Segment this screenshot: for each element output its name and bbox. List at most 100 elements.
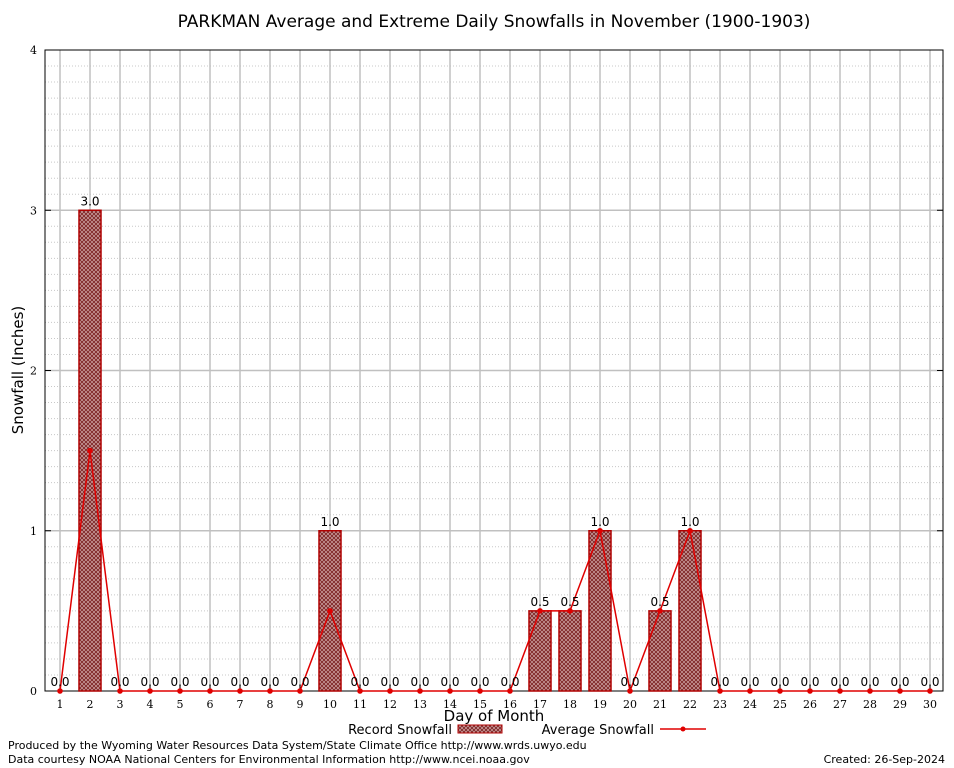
legend-record-label: Record Snowfall bbox=[348, 723, 452, 738]
data-label: 0.5 bbox=[560, 595, 579, 609]
x-tick-label: 1 bbox=[57, 698, 64, 711]
average-point bbox=[777, 688, 783, 694]
y-tick-label: 2 bbox=[30, 365, 37, 378]
data-label: 0.0 bbox=[920, 675, 939, 689]
data-label: 0.0 bbox=[620, 675, 639, 689]
data-label: 0.0 bbox=[230, 675, 249, 689]
average-point bbox=[597, 527, 603, 534]
average-point bbox=[177, 688, 183, 694]
data-label: 0.0 bbox=[470, 675, 489, 689]
x-tick-label: 10 bbox=[323, 698, 337, 711]
x-tick-label: 28 bbox=[863, 698, 877, 711]
data-labels: 0.0 3.0 0.0 0.0 0.0 0.0 0.0 0.0 0.0 1.0 0.0 0.0 0.0 0… bbox=[50, 194, 939, 689]
average-point bbox=[747, 688, 753, 694]
average-point bbox=[537, 608, 543, 614]
x-tick-label: 8 bbox=[267, 698, 274, 711]
data-label: 0.0 bbox=[50, 675, 69, 689]
data-label: 0.0 bbox=[380, 675, 399, 689]
x-tick-label: 14 bbox=[443, 698, 457, 711]
legend: Record Snowfall Average Snowfall bbox=[348, 723, 706, 738]
average-point bbox=[57, 688, 63, 694]
x-tick-label: 17 bbox=[533, 698, 547, 711]
x-tick-label: 2 bbox=[87, 698, 94, 711]
data-label: 0.0 bbox=[200, 675, 219, 689]
data-label: 0.0 bbox=[710, 675, 729, 689]
record-bar bbox=[648, 610, 672, 692]
data-label: 0.0 bbox=[830, 675, 849, 689]
average-point bbox=[567, 608, 573, 614]
record-bars bbox=[78, 209, 702, 692]
average-point bbox=[297, 688, 303, 694]
record-bar bbox=[678, 530, 702, 692]
average-point bbox=[387, 688, 393, 694]
average-point bbox=[237, 688, 243, 694]
y-tick-label: 3 bbox=[30, 204, 37, 217]
x-tick-label: 6 bbox=[207, 698, 214, 711]
average-point bbox=[357, 688, 363, 694]
x-tick-label: 27 bbox=[833, 698, 847, 711]
average-point bbox=[507, 688, 513, 694]
footer-courtesy: Data courtesy NOAA National Centers for … bbox=[8, 753, 530, 766]
data-label: 0.0 bbox=[410, 675, 429, 689]
data-label: 0.0 bbox=[890, 675, 909, 689]
data-label: 1.0 bbox=[680, 515, 699, 529]
data-label: 0.0 bbox=[350, 675, 369, 689]
x-tick-label: 21 bbox=[653, 698, 667, 711]
average-point bbox=[267, 688, 273, 694]
x-tick-label: 16 bbox=[503, 698, 517, 711]
average-point bbox=[147, 688, 153, 694]
x-tick-label: 9 bbox=[297, 698, 304, 711]
average-point bbox=[717, 688, 723, 694]
data-label: 0.0 bbox=[260, 675, 279, 689]
x-tick-label: 11 bbox=[353, 698, 367, 711]
data-label: 0.0 bbox=[290, 675, 309, 689]
x-tick-label: 22 bbox=[683, 698, 697, 711]
average-point bbox=[657, 608, 663, 614]
data-label: 0.5 bbox=[650, 595, 669, 609]
average-point bbox=[417, 688, 423, 694]
average-point bbox=[207, 688, 213, 694]
average-point bbox=[927, 688, 933, 694]
data-label: 1.0 bbox=[590, 515, 609, 529]
x-axis-label: Day of Month bbox=[444, 707, 545, 725]
y-tick-label: 1 bbox=[30, 525, 37, 538]
average-point bbox=[447, 688, 453, 694]
average-point bbox=[117, 688, 123, 694]
footer-produced-by: Produced by the Wyoming Water Resources … bbox=[8, 739, 587, 752]
average-point bbox=[897, 688, 903, 694]
legend-average-marker bbox=[680, 726, 686, 732]
x-tick-label: 30 bbox=[923, 698, 937, 711]
data-label: 0.0 bbox=[500, 675, 519, 689]
data-label: 0.0 bbox=[740, 675, 759, 689]
average-line bbox=[57, 447, 933, 694]
average-point bbox=[477, 688, 483, 694]
data-label: 3.0 bbox=[80, 194, 99, 208]
legend-average-label: Average Snowfall bbox=[542, 723, 654, 738]
record-bar bbox=[558, 610, 582, 692]
x-tick-label: 13 bbox=[413, 698, 427, 711]
data-label: 0.0 bbox=[110, 675, 129, 689]
x-tick-label: 15 bbox=[473, 698, 487, 711]
average-point bbox=[687, 527, 693, 534]
data-label: 0.0 bbox=[800, 675, 819, 689]
x-tick-label: 29 bbox=[893, 698, 907, 711]
y-axis-ticks: 0 1 2 3 4 bbox=[30, 44, 943, 698]
x-tick-label: 7 bbox=[237, 698, 244, 711]
x-tick-label: 26 bbox=[803, 698, 817, 711]
legend-record-swatch bbox=[457, 724, 503, 734]
data-label: 0.0 bbox=[140, 675, 159, 689]
x-tick-label: 18 bbox=[563, 698, 577, 711]
y-axis-label: Snowfall (Inches) bbox=[9, 306, 27, 434]
average-point bbox=[327, 608, 333, 614]
x-tick-label: 3 bbox=[117, 698, 124, 711]
data-label: 0.0 bbox=[770, 675, 789, 689]
x-axis-ticks: 1 2 3 4 5 6 7 8 9 10 11 12 13 14 15 16 17 18 19 20 21 22 23 24 2… bbox=[57, 686, 937, 711]
y-tick-label: 0 bbox=[30, 685, 37, 698]
x-tick-label: 12 bbox=[383, 698, 397, 711]
grid bbox=[45, 50, 943, 691]
chart-title: PARKMAN Average and Extreme Daily Snowfa… bbox=[178, 12, 811, 32]
average-point bbox=[807, 688, 813, 694]
y-tick-label: 4 bbox=[30, 44, 37, 57]
data-label: 0.0 bbox=[440, 675, 459, 689]
